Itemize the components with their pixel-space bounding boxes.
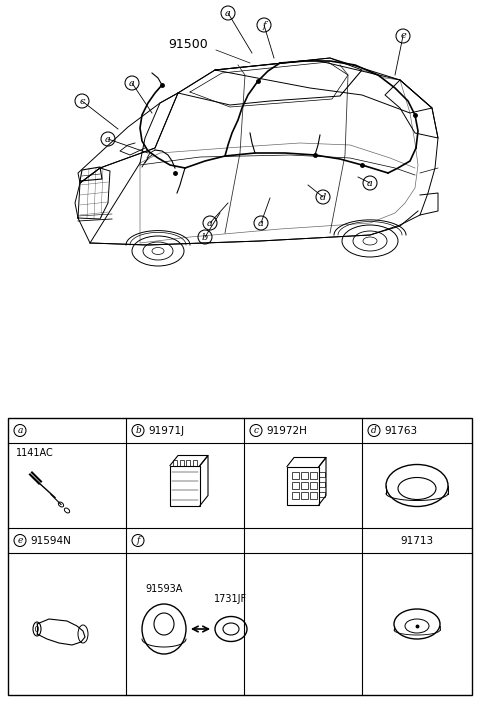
Bar — [310, 481, 317, 488]
Bar — [319, 471, 325, 476]
Text: 91971J: 91971J — [148, 426, 184, 436]
Bar — [301, 491, 308, 498]
Text: e: e — [400, 31, 406, 41]
Text: 91593A: 91593A — [145, 584, 183, 594]
Text: c: c — [79, 96, 85, 106]
Bar — [310, 491, 317, 498]
Bar — [180, 459, 184, 466]
Text: 91500: 91500 — [168, 39, 208, 51]
Text: d: d — [320, 193, 326, 202]
Text: d: d — [371, 426, 377, 435]
Bar — [301, 471, 308, 478]
Text: a: a — [105, 135, 111, 143]
Text: 91972H: 91972H — [266, 426, 307, 436]
Bar — [301, 481, 308, 488]
Text: 91713: 91713 — [400, 535, 433, 545]
Text: b: b — [202, 232, 208, 242]
Bar — [292, 471, 299, 478]
Text: 1731JF: 1731JF — [215, 594, 248, 604]
Bar — [173, 459, 177, 466]
Bar — [319, 491, 325, 496]
Text: b: b — [135, 426, 141, 435]
Text: 91594N: 91594N — [30, 535, 71, 545]
Text: a: a — [225, 9, 231, 18]
Bar — [8, 418, 472, 695]
Text: e: e — [17, 536, 23, 545]
Text: a: a — [258, 218, 264, 227]
Bar — [292, 481, 299, 488]
Text: f: f — [262, 21, 266, 29]
Bar — [292, 491, 299, 498]
Text: a: a — [129, 78, 135, 88]
Bar — [319, 481, 325, 486]
Text: a: a — [207, 218, 213, 227]
Bar — [193, 459, 197, 466]
Text: 1141AC: 1141AC — [16, 448, 54, 458]
Bar — [287, 466, 319, 505]
Text: 91763: 91763 — [384, 426, 417, 436]
Text: a: a — [17, 426, 23, 435]
Text: f: f — [136, 536, 140, 545]
Bar — [170, 466, 200, 506]
Text: c: c — [253, 426, 259, 435]
Bar — [310, 471, 317, 478]
Bar — [186, 459, 191, 466]
Text: a: a — [367, 178, 373, 188]
